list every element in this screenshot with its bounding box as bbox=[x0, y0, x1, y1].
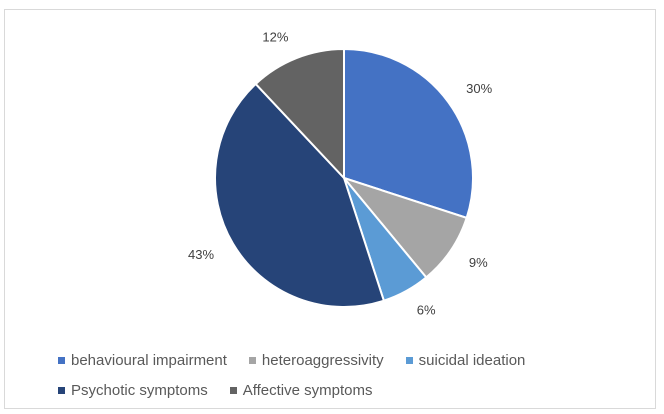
data-label: 9% bbox=[469, 255, 488, 270]
data-label: 6% bbox=[417, 302, 436, 317]
pie-slice-affective-symptoms bbox=[254, 47, 345, 181]
legend-item-heteroaggressivity: heteroaggressivity bbox=[248, 352, 384, 369]
data-label: 43% bbox=[188, 247, 214, 262]
legend-label: suicidal ideation bbox=[418, 352, 526, 369]
legend-item-behavioural-impairment: behavioural impairment bbox=[58, 352, 227, 369]
legend-swatch bbox=[405, 357, 413, 364]
legend-label: Affective symptoms bbox=[242, 382, 373, 399]
legend-row-1: behavioural impairment heteroaggressivit… bbox=[58, 352, 547, 369]
legend-label: Psychotic symptoms bbox=[71, 382, 208, 399]
legend-item-affective-symptoms: Affective symptoms bbox=[229, 382, 373, 399]
legend-swatch bbox=[58, 387, 65, 394]
data-label: 30% bbox=[466, 81, 492, 96]
pie-slice-behavioural-impairment bbox=[343, 47, 474, 220]
data-label: 12% bbox=[262, 30, 288, 45]
legend-label: behavioural impairment bbox=[71, 352, 227, 369]
legend-swatch bbox=[229, 387, 237, 394]
legend-label: heteroaggressivity bbox=[261, 352, 384, 369]
legend-row-2: Psychotic symptoms Affective symptoms bbox=[58, 382, 394, 399]
legend-swatch bbox=[58, 357, 65, 364]
legend-item-suicidal-ideation: suicidal ideation bbox=[405, 352, 526, 369]
pie-slice-psychotic-symptoms bbox=[214, 82, 386, 308]
legend-item-psychotic-symptoms: Psychotic symptoms bbox=[58, 382, 208, 399]
legend-swatch bbox=[248, 357, 256, 364]
